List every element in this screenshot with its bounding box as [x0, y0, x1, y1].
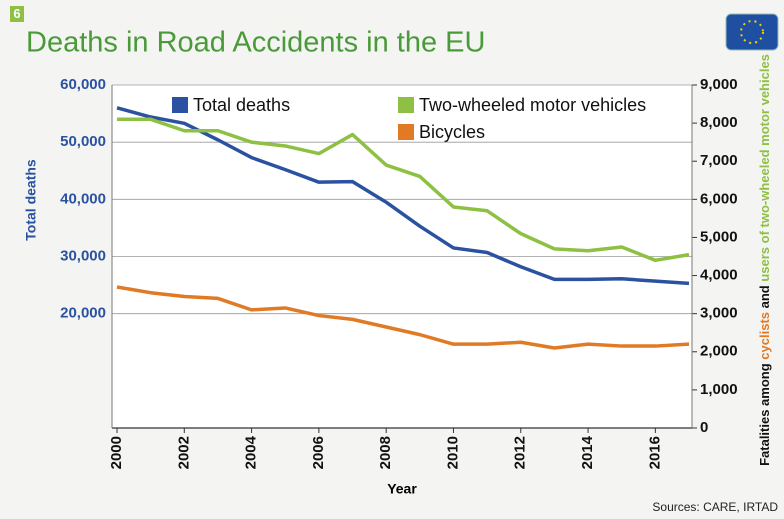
- y2-axis-label-part: and: [757, 282, 772, 312]
- badge-box: [10, 6, 24, 22]
- line: [116, 106, 690, 286]
- x-tick-label: 2000: [108, 436, 125, 469]
- y-tick-label: 60,000: [60, 76, 106, 93]
- y2-tick-label: 2,000: [700, 343, 738, 360]
- chart-title: Deaths in Road Accidents in the EU: [26, 27, 485, 59]
- y2-tick-label: 5,000: [700, 228, 738, 245]
- line: [116, 285, 690, 350]
- x-tick-label: 2010: [444, 436, 461, 469]
- y-tick-label: 40,000: [60, 190, 106, 207]
- y-axis-label: Total deaths: [23, 159, 39, 241]
- y2-axis-label-part: cyclists: [757, 312, 772, 360]
- y-tick-label: 50,000: [60, 133, 106, 150]
- y2-tick-label: 8,000: [700, 114, 738, 131]
- y2-tick-label: 3,000: [700, 305, 738, 322]
- badge: 6: [13, 6, 20, 21]
- eu-flag: [725, 13, 779, 51]
- legend-swatch: [172, 97, 188, 113]
- legend-label: Two-wheeled motor vehicles: [419, 95, 646, 115]
- x-tick-label: 2012: [512, 436, 529, 469]
- y2-tick-label: 7,000: [700, 152, 738, 169]
- y-tick-label: 30,000: [60, 247, 106, 264]
- y2-tick-label: 0: [700, 419, 708, 436]
- y2-axis-label-part: Fatalities among: [757, 360, 772, 466]
- x-tick-label: 2016: [646, 436, 663, 469]
- x-tick-label: 2004: [243, 435, 260, 469]
- legend-label: Bicycles: [419, 122, 485, 142]
- legend-label: Total deaths: [193, 95, 290, 115]
- x-tick-label: 2014: [579, 435, 596, 469]
- y2-tick-label: 1,000: [700, 381, 738, 398]
- y2-tick-label: 9,000: [700, 76, 738, 93]
- y2-tick-label: 4,000: [700, 267, 738, 284]
- y2-axis-label: Fatalities among cyclists and users of t…: [757, 54, 772, 466]
- y2-axis-label-part: users of two-wheeled motor vehicles: [757, 54, 772, 282]
- y2-tick-label: 6,000: [700, 190, 738, 207]
- y-tick-label: 20,000: [60, 305, 106, 322]
- x-axis-label: Year: [387, 481, 417, 497]
- x-tick-label: 2008: [377, 436, 394, 469]
- legend-swatch: [398, 124, 414, 140]
- line: [117, 117, 690, 263]
- x-tick-label: 2006: [310, 436, 327, 469]
- x-tick-label: 2002: [175, 436, 192, 469]
- legend-swatch: [398, 97, 414, 113]
- source: Sources: CARE, IRTAD: [652, 500, 778, 514]
